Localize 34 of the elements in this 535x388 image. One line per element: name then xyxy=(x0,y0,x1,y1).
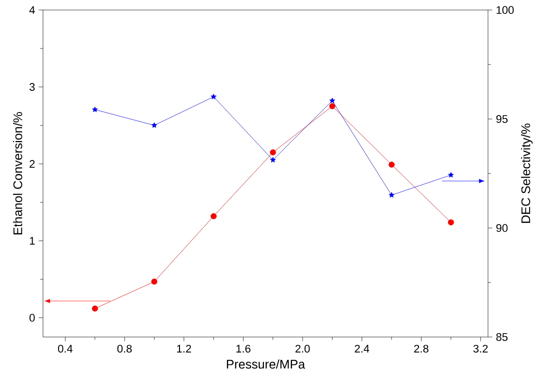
point xyxy=(151,278,158,285)
point xyxy=(92,306,98,312)
y-tick-label: 3 xyxy=(30,83,35,91)
point xyxy=(92,106,98,112)
point xyxy=(210,213,217,220)
x-tick-label: 3.2 xyxy=(473,344,488,353)
y-tick-label: 4 xyxy=(29,6,35,14)
point xyxy=(448,172,454,178)
x-tick-label: 1.2 xyxy=(177,344,192,352)
point xyxy=(270,156,276,162)
y-axis-title: Ethanol Conversion/% xyxy=(13,112,22,234)
y2-tick-label: 95 xyxy=(496,115,508,123)
x-tick-label: 2.0 xyxy=(295,344,310,353)
y-tick-label: 1 xyxy=(30,237,35,245)
y2-tick-label: 100 xyxy=(496,6,514,14)
point xyxy=(329,103,336,110)
y-tick-label: 2 xyxy=(30,160,35,168)
point xyxy=(388,162,395,168)
point xyxy=(448,219,454,226)
y-tick-label: 0 xyxy=(30,314,35,322)
point xyxy=(329,98,336,104)
y2-axis-title: DEC Selectivity/% xyxy=(521,124,533,223)
point xyxy=(388,192,394,198)
x-tick-label: 2.4 xyxy=(354,344,370,352)
x-tick-label: 2.8 xyxy=(414,344,428,353)
y2-tick-label: 85 xyxy=(496,333,508,341)
point xyxy=(210,94,216,100)
x-tick-label: 0.8 xyxy=(117,344,132,353)
y2-tick-label: 90 xyxy=(496,224,508,232)
point xyxy=(270,149,276,156)
x-axis-title: Pressure/MPa xyxy=(226,359,306,369)
x-tick-label: 1.6 xyxy=(236,344,250,353)
point xyxy=(151,122,158,128)
x-tick-label: 0.4 xyxy=(58,344,73,353)
